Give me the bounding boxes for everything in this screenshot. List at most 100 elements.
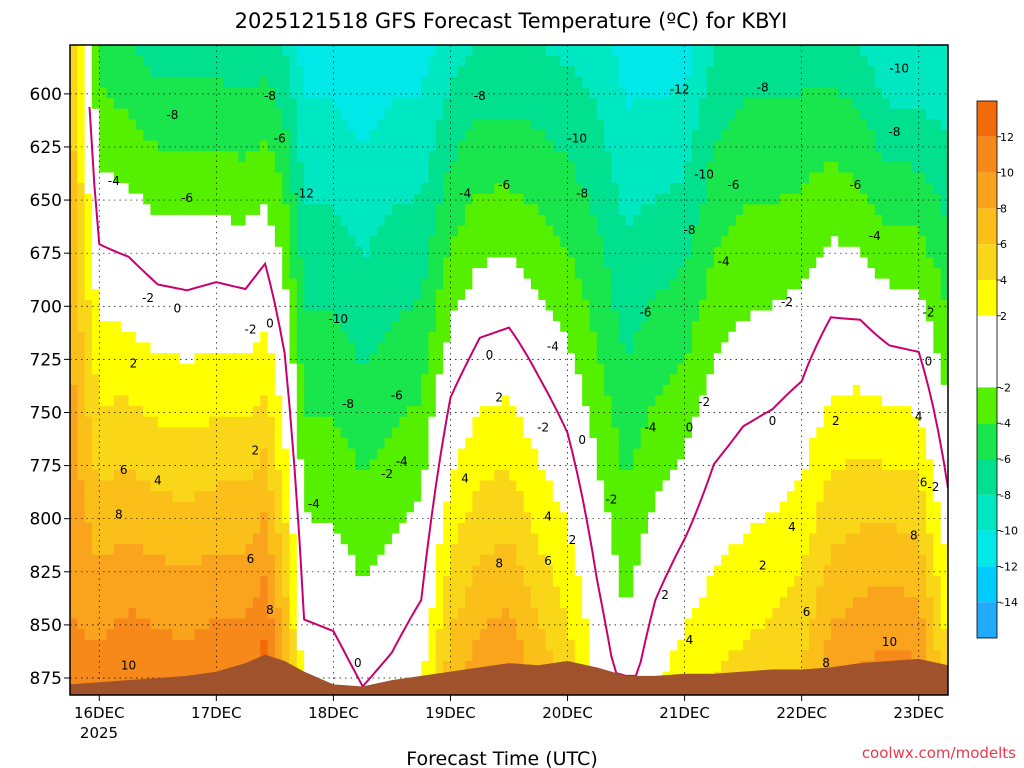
field-cell (487, 299, 495, 312)
field-cell (450, 161, 459, 174)
field-cell (509, 129, 517, 142)
field-cell (84, 236, 93, 248)
field-cell (538, 236, 547, 248)
field-cell (150, 45, 159, 57)
field-cell (348, 501, 356, 513)
field-cell (369, 491, 378, 503)
field-cell (611, 437, 620, 450)
field-cell (267, 416, 276, 428)
field-cell (552, 55, 561, 67)
field-cell (545, 395, 554, 407)
field-cell (135, 480, 144, 492)
field-cell (516, 289, 525, 301)
field-cell (611, 544, 620, 556)
field-cell (274, 66, 283, 78)
field-cell (487, 544, 495, 556)
field-cell (106, 108, 115, 120)
field-cell (274, 597, 283, 609)
field-cell (296, 246, 305, 259)
field-cell (545, 119, 554, 131)
field-cell (311, 193, 320, 205)
field-cell (618, 151, 627, 163)
field-cell (472, 491, 481, 503)
field-cell (560, 554, 569, 567)
field-cell (179, 459, 188, 471)
field-cell (267, 299, 276, 312)
field-cell (113, 151, 122, 163)
field-cell (99, 437, 108, 450)
field-cell (230, 607, 239, 620)
field-cell (377, 416, 386, 428)
field-cell (377, 268, 386, 280)
field-cell (421, 268, 430, 280)
field-cell (509, 406, 517, 418)
field-cell (487, 342, 495, 354)
field-cell (70, 437, 78, 450)
field-cell (274, 395, 283, 407)
field-cell (267, 650, 276, 662)
field-cell (399, 459, 408, 471)
field-cell (589, 299, 598, 312)
field-cell (604, 544, 613, 556)
field-cell (421, 406, 430, 418)
field-cell (326, 108, 334, 120)
field-cell (106, 236, 115, 248)
field-cell (304, 172, 313, 184)
field-cell (604, 268, 613, 280)
field-cell (296, 629, 305, 641)
field-cell (99, 406, 108, 418)
field-cell (633, 522, 642, 535)
field-cell (538, 533, 547, 545)
field-cell (165, 289, 174, 301)
field-cell (165, 406, 174, 418)
field-cell (223, 650, 232, 662)
field-cell (406, 650, 415, 662)
field-cell (435, 204, 444, 216)
field-cell (70, 406, 78, 418)
field-cell (362, 342, 371, 354)
field-cell (626, 193, 634, 205)
field-cell (648, 480, 656, 492)
field-cell (267, 522, 276, 535)
field-cell (523, 363, 532, 375)
field-cell (530, 331, 539, 343)
field-cell (413, 246, 422, 259)
field-cell (165, 98, 174, 110)
field-cell (150, 554, 159, 567)
field-cell (77, 321, 86, 333)
field-cell (479, 119, 488, 131)
field-cell (143, 331, 152, 343)
field-cell (487, 214, 495, 227)
field-cell (413, 395, 422, 407)
field-cell (333, 172, 342, 184)
field-cell (457, 353, 466, 365)
field-cell (465, 374, 474, 386)
field-cell (421, 384, 430, 397)
field-cell (113, 629, 122, 641)
field-cell (596, 161, 605, 174)
field-cell (274, 501, 283, 513)
field-cell (618, 395, 627, 407)
field-cell (611, 374, 620, 386)
field-cell (70, 66, 78, 78)
field-cell (611, 491, 620, 503)
field-cell (223, 629, 232, 641)
field-cell (267, 491, 276, 503)
field-cell (611, 98, 620, 110)
field-cell (326, 544, 334, 556)
field-cell (538, 607, 547, 620)
field-cell (501, 214, 510, 227)
field-cell (421, 98, 430, 110)
field-cell (113, 278, 122, 290)
field-cell (530, 597, 539, 609)
field-cell (618, 406, 627, 418)
field-cell (611, 395, 620, 407)
field-cell (282, 607, 291, 620)
field-cell (245, 427, 254, 439)
field-cell (267, 363, 276, 375)
field-cell (516, 650, 525, 662)
field-cell (165, 66, 174, 78)
field-cell (179, 193, 188, 205)
field-cell (121, 353, 130, 365)
field-cell (91, 76, 100, 89)
